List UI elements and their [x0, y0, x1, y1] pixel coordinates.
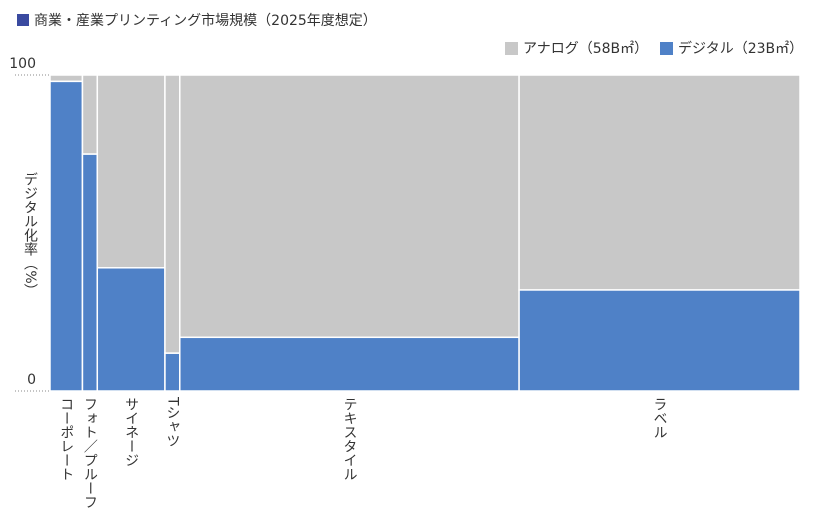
legend-label: デジタル（23B㎡）: [678, 40, 803, 57]
legend-swatch: [505, 42, 518, 55]
legend-swatch: [660, 42, 673, 55]
x-tick-label: サイネージ: [123, 397, 139, 467]
mekko-segment: [49, 80, 84, 392]
x-tick-label: フォト／プルーフ: [82, 397, 98, 508]
y-tick-label: 0: [27, 372, 36, 388]
mekko-segment: [96, 74, 166, 269]
mekko-segment: [518, 74, 801, 291]
mekko-segment: [96, 267, 166, 392]
chart-title: 商業・産業プリンティング市場規模（2025年度想定）: [34, 12, 377, 29]
x-tick-label: テキスタイル: [341, 397, 357, 481]
mekko-segment: [164, 352, 181, 392]
x-tick-label: Tシャツ: [164, 396, 180, 448]
y-tick-label: 100: [9, 56, 36, 72]
mekko-segment: [49, 74, 84, 83]
mekko-segment: [81, 74, 99, 155]
mekko-segment: [164, 74, 181, 354]
mekko-segment: [518, 289, 801, 392]
mekko-segment: [81, 153, 99, 392]
y-axis-label: デジタル化率（%）: [22, 172, 38, 297]
x-tick-label: コーポレート: [58, 397, 74, 481]
mekko-segment: [179, 336, 520, 392]
x-tick-label: ラベル: [652, 397, 668, 439]
title-marker: [17, 14, 29, 26]
legend-label: アナログ（58B㎡）: [523, 41, 648, 57]
mekko-segment: [179, 74, 520, 339]
